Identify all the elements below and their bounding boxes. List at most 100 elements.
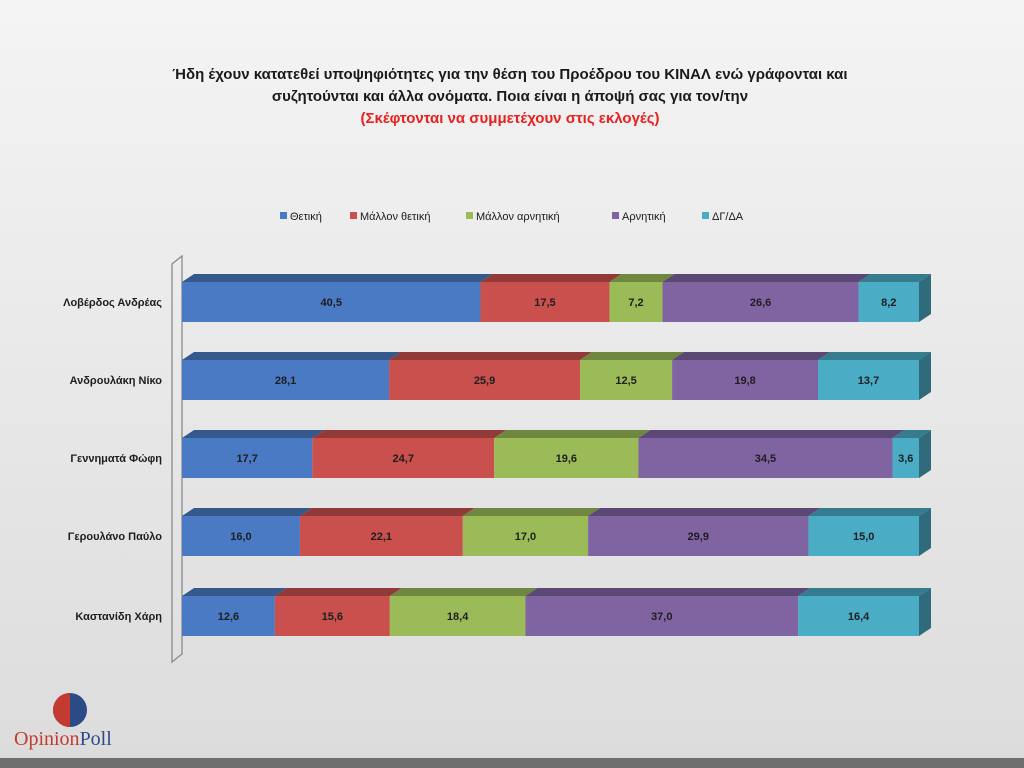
bar-side-face [919, 588, 931, 636]
data-label: 15,6 [322, 611, 343, 623]
bar-segment-top [182, 588, 287, 596]
bar-segment [525, 596, 799, 636]
bar-segment-top [299, 508, 475, 516]
data-label: 26,6 [750, 297, 771, 309]
bar-segment [609, 282, 663, 322]
bar-segment [480, 282, 610, 322]
bar-segment [389, 596, 526, 636]
category-label: Γεννηματά Φώφη [70, 453, 162, 465]
bar-segment [858, 282, 919, 322]
bar-segment [892, 438, 919, 478]
bar-segment-top [494, 430, 651, 438]
bar-segment-top [662, 274, 871, 282]
bar-segment-top [525, 588, 811, 596]
bar-segment-top [312, 430, 507, 438]
chart-legend: Θετική Μάλλον θετική Μάλλον αρνητική Αρνητι… [280, 211, 744, 223]
data-label: 7,2 [628, 297, 643, 309]
data-label: 16,0 [230, 531, 251, 543]
bar-segment-top [892, 430, 931, 438]
bar-segment [638, 438, 893, 478]
legend-entry: ΔΓ/ΔΑ [712, 211, 744, 223]
legend-entry: Αρνητική [622, 211, 666, 223]
bar-segment [672, 360, 819, 400]
legend-swatch [466, 212, 473, 219]
legend-entry: Μάλλον θετική [360, 211, 430, 223]
bar-segment [798, 596, 919, 636]
bar-segment-top [609, 274, 675, 282]
data-label: 29,9 [688, 531, 709, 543]
bar-segment [389, 360, 580, 400]
bar-segment-top [462, 508, 601, 516]
category-label: Ανδρουλάκη Νίκο [70, 375, 163, 387]
bar-side-face [919, 508, 931, 556]
data-label: 19,6 [556, 453, 577, 465]
category-label: Γερουλάνο Παύλο [68, 531, 162, 543]
chart-title-line-2: συζητούνται και άλλα ονόματα. Ποια είναι… [271, 88, 749, 105]
data-label: 12,5 [615, 375, 636, 387]
data-label: 17,0 [515, 531, 536, 543]
legend-swatch [350, 212, 357, 219]
legend-swatch [280, 212, 287, 219]
data-label: 28,1 [275, 375, 296, 387]
brand-part-2: Poll [79, 728, 112, 750]
bar-side-face [919, 430, 931, 478]
bar-segment-top [588, 508, 821, 516]
bar-segment [462, 516, 589, 556]
bar-segment [299, 516, 463, 556]
bar-segment-top [672, 352, 831, 360]
legend-swatch [612, 212, 619, 219]
data-label: 16,4 [848, 611, 870, 623]
chart-bars: 40,5 17,5 7,2 26,6 8,2 28,1 25,9 12,5 19,8 13,7 17… [182, 274, 931, 636]
chart-wall-panel [171, 254, 183, 664]
data-label: 34,5 [755, 453, 776, 465]
bar-segment [808, 516, 919, 556]
bar-segment-top [182, 508, 312, 516]
bar-segment-top [389, 352, 592, 360]
data-label: 24,7 [393, 453, 414, 465]
data-label: 15,0 [853, 531, 874, 543]
bar-segment-top [389, 588, 538, 596]
bar-segment [182, 438, 313, 478]
bar-segment-top [182, 274, 493, 282]
bar-segment-top [798, 588, 931, 596]
legend-entry: Μάλλον αρνητική [476, 211, 560, 223]
data-label: 3,6 [898, 453, 913, 465]
data-label: 37,0 [651, 611, 672, 623]
bar-segment-top [808, 508, 931, 516]
chart-wall [171, 254, 183, 664]
bar-segment [274, 596, 390, 636]
bar-side-face [919, 352, 931, 400]
bar-segment [662, 282, 859, 322]
data-label: 13,7 [858, 375, 879, 387]
legend-entry: Θετική [290, 211, 322, 223]
chart-subtitle: (Σκέφτονται να συμμετέχουν στις εκλογές) [360, 110, 660, 127]
data-label: 40,5 [321, 297, 342, 309]
data-label: 12,6 [218, 611, 239, 623]
data-label: 19,8 [734, 375, 755, 387]
bar-segment-top [638, 430, 905, 438]
category-labels: Λοβέρδος Ανδρέας Ανδρουλάκη Νίκο Γεννηματά… [63, 297, 162, 623]
bar-segment-top [182, 430, 325, 438]
brand-part-1: Opinion [14, 728, 80, 750]
data-label: 8,2 [881, 297, 896, 309]
bar-segment [579, 360, 673, 400]
bar-segment-top [182, 352, 402, 360]
bar-segment-top [480, 274, 622, 282]
bar-segment-top [818, 352, 931, 360]
bar-segment [588, 516, 809, 556]
bar-segment [182, 282, 481, 322]
bar-segment [182, 360, 390, 400]
bar-segment [818, 360, 919, 400]
category-label: Καστανίδη Χάρη [75, 611, 162, 623]
bar-side-face [919, 274, 931, 322]
bar-segment-top [274, 588, 402, 596]
bar-segment [494, 438, 639, 478]
data-label: 17,7 [236, 453, 257, 465]
legend-swatch [702, 212, 709, 219]
data-label: 18,4 [447, 611, 469, 623]
brand-logo-text: OpinionPoll [14, 728, 112, 751]
category-label: Λοβέρδος Ανδρέας [63, 297, 162, 309]
data-label: 25,9 [474, 375, 495, 387]
bar-segment [182, 516, 300, 556]
